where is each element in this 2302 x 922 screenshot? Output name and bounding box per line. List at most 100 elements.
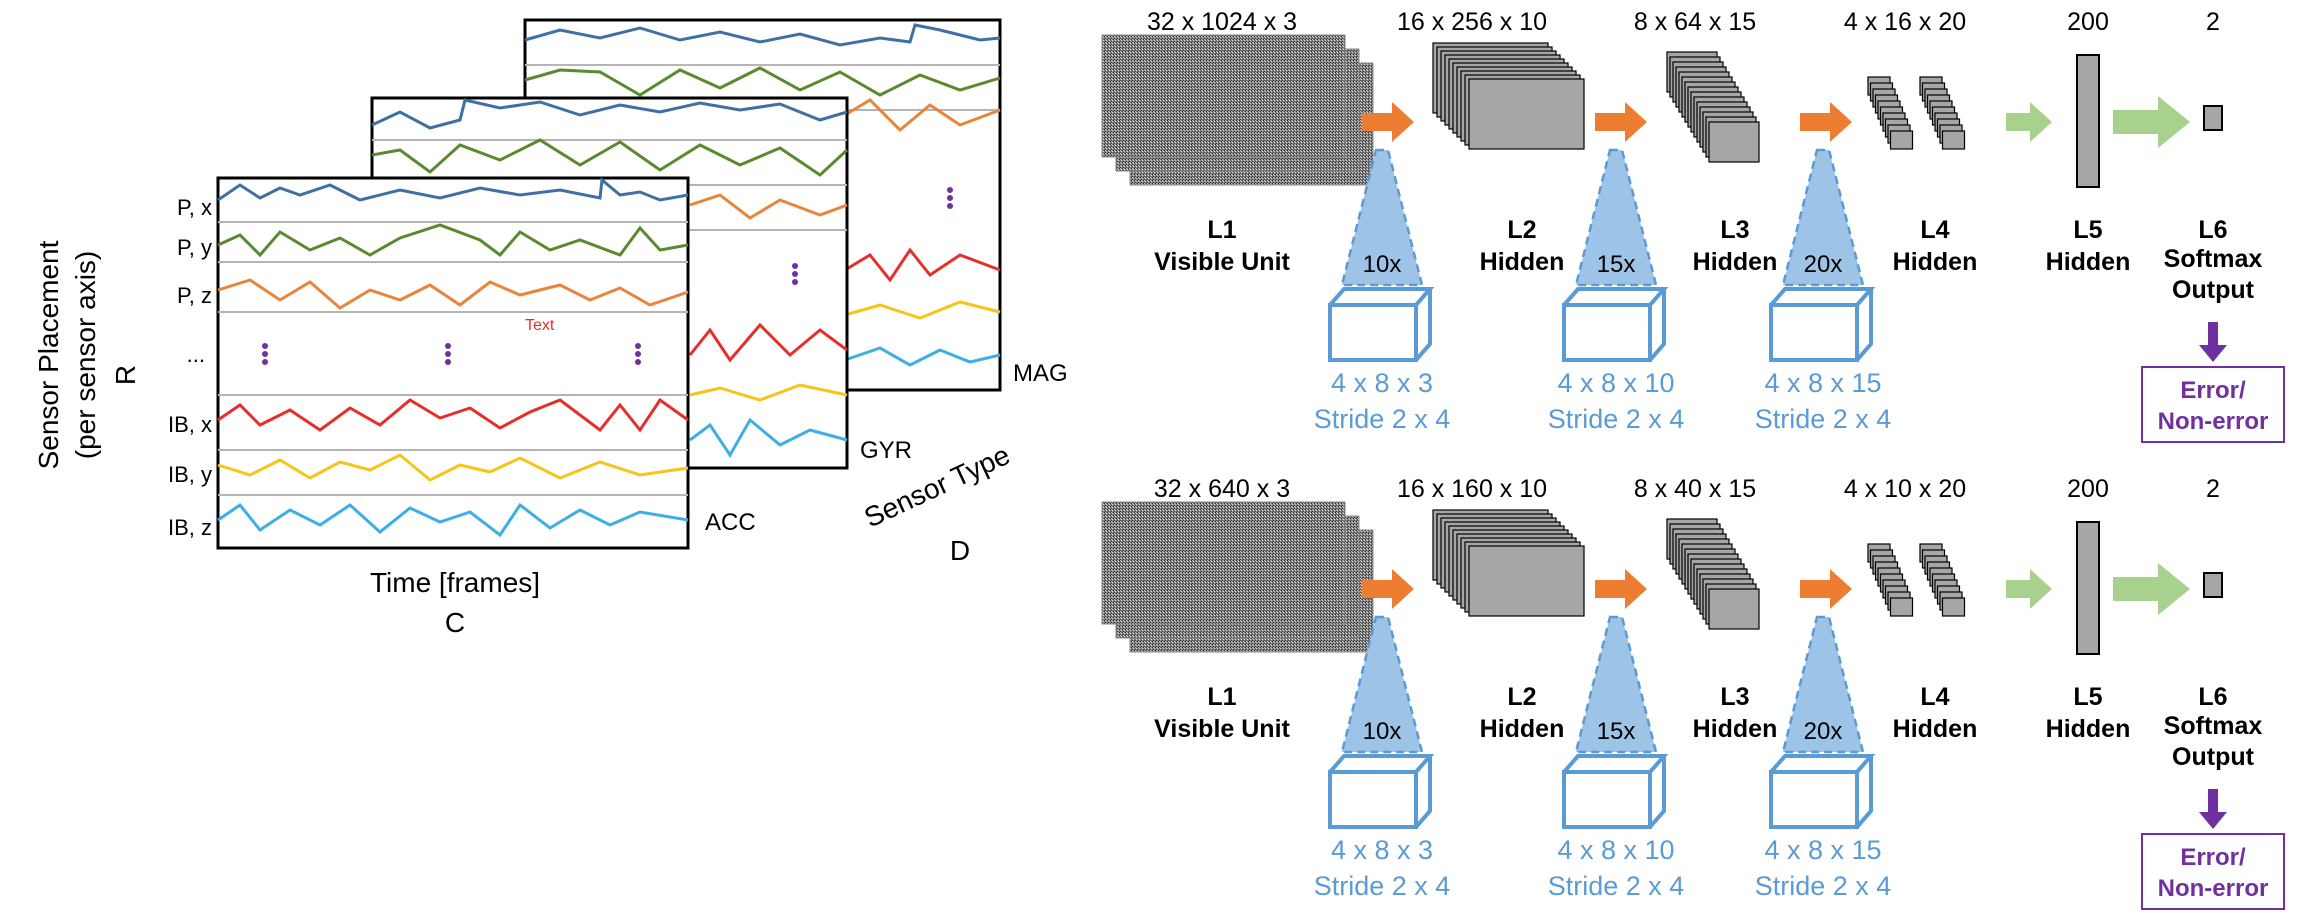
depth-axis-var: D	[950, 535, 970, 566]
row-label-ellipsis: ...	[187, 342, 205, 367]
sensor-data-panel: Text P, x P, y P, z ... IB, x IB, y IB, …	[33, 18, 1068, 638]
kernel-size: 4 x 8 x 3	[1331, 835, 1433, 865]
layer-id: L6	[2198, 683, 2227, 711]
row-label-p-z: P, z	[177, 283, 212, 308]
layer-id: L4	[1920, 683, 1949, 711]
input-sensor-map	[1101, 501, 1346, 625]
x-axis-label: Time [frames]	[370, 567, 540, 598]
kernel-size: 4 x 8 x 15	[1764, 368, 1881, 398]
arrow-icon	[1362, 102, 1414, 142]
layer-name: Hidden	[1693, 248, 1778, 276]
arrow-icon	[1800, 102, 1852, 142]
kernel-box-edges	[1769, 287, 1876, 362]
dim-label: 4 x 16 x 20	[1844, 8, 1966, 36]
kernel-box-edges	[1562, 754, 1669, 829]
dim-label: 32 x 1024 x 3	[1147, 8, 1297, 36]
y-axis-var: R	[110, 365, 141, 385]
output-label-1: Error/	[2180, 377, 2246, 404]
layer-id: L2	[1507, 683, 1536, 711]
gyr-label: GYR	[860, 437, 912, 464]
network-bottom: 32 x 640 x 3 16 x 160 x 10 8 x 40 x 15 4 x …	[1101, 475, 2285, 910]
receptive-field-cone	[1781, 615, 1865, 754]
kernel-size: 4 x 8 x 10	[1557, 835, 1674, 865]
y-axis-label-line1: Sensor Placement	[33, 240, 64, 469]
dim-label: 8 x 64 x 15	[1634, 8, 1756, 36]
layer-name: Hidden	[2046, 248, 2131, 276]
dim-label: 2	[2206, 475, 2220, 503]
kernel-box	[1562, 303, 1652, 362]
output-box	[2141, 366, 2285, 443]
row-label-p-y: P, y	[177, 235, 212, 260]
layer-id: L5	[2073, 216, 2102, 244]
kernel-stride: Stride 2 x 4	[1755, 404, 1892, 434]
input-sensor-map	[1101, 34, 1346, 158]
layer-name: Visible Unit	[1154, 715, 1290, 743]
layer-id: L5	[2073, 683, 2102, 711]
mag-label: MAG	[1013, 360, 1068, 387]
feature-map-l4	[1941, 597, 1966, 617]
kernel-stride: Stride 2 x 4	[1755, 871, 1892, 901]
down-arrow-icon	[2199, 322, 2227, 362]
dense-layer-l5	[2076, 521, 2100, 655]
kernel-size: 4 x 8 x 10	[1557, 368, 1674, 398]
kernel-box-edges	[1769, 754, 1876, 829]
receptive-field-cone	[1574, 148, 1658, 287]
layer-name: Hidden	[1893, 715, 1978, 743]
kernel-box	[1562, 770, 1652, 829]
output-label-1: Error/	[2180, 844, 2246, 871]
receptive-field-cone	[1340, 615, 1424, 754]
layer-name: Hidden	[1480, 248, 1565, 276]
receptive-field-cone	[1574, 615, 1658, 754]
arrow-icon	[2113, 96, 2190, 148]
dense-layer-l5	[2076, 54, 2100, 188]
arrow-icon	[2006, 569, 2052, 609]
output-label-2: Non-error	[2158, 408, 2269, 435]
kernel-stride: Stride 2 x 4	[1314, 404, 1451, 434]
dim-label: 4 x 10 x 20	[1844, 475, 1966, 503]
arrow-icon	[1595, 102, 1647, 142]
layer-name: Hidden	[1480, 715, 1565, 743]
acc-label: ACC	[705, 509, 756, 536]
output-label-2: Non-error	[2158, 875, 2269, 902]
layer-name: Softmax	[2164, 245, 2263, 273]
dim-label: 200	[2067, 8, 2109, 36]
layer-name: Hidden	[2046, 715, 2131, 743]
kernel-stride: Stride 2 x 4	[1548, 404, 1685, 434]
feature-map-l2	[1468, 78, 1585, 150]
feature-map-l3	[1708, 121, 1760, 163]
output-units-l6	[2203, 572, 2223, 598]
dim-label: 200	[2067, 475, 2109, 503]
layer-name-2: Output	[2172, 743, 2255, 771]
receptive-field-cone	[1340, 148, 1424, 287]
kernel-box-edges	[1562, 287, 1669, 362]
down-arrow-icon	[2199, 789, 2227, 829]
layer-name: Hidden	[1693, 715, 1778, 743]
layer-id: L3	[1720, 683, 1749, 711]
arrow-icon	[2113, 563, 2190, 615]
layer-id: L4	[1920, 216, 1949, 244]
filter-count: 10x	[1363, 251, 1402, 278]
layer-id: L1	[1207, 683, 1236, 711]
output-units-l6	[2203, 105, 2223, 131]
feature-map-l4	[1889, 597, 1914, 617]
kernel-box-edges	[1328, 754, 1435, 829]
layer-name: Softmax	[2164, 712, 2263, 740]
x-axis-var: C	[445, 607, 465, 638]
dim-label: 8 x 40 x 15	[1634, 475, 1756, 503]
kernel-size: 4 x 8 x 3	[1331, 368, 1433, 398]
row-label-p-x: P, x	[177, 195, 212, 220]
row-label-ib-y: IB, y	[168, 462, 212, 487]
filter-count: 15x	[1597, 718, 1636, 745]
y-axis-label-line2: (per sensor axis)	[70, 251, 101, 460]
arrow-icon	[2006, 102, 2052, 142]
feature-map-l2	[1468, 545, 1585, 617]
row-label-ib-x: IB, x	[168, 412, 212, 437]
network-top: 32 x 1024 x 3 16 x 256 x 10 8 x 64 x 15 4 x…	[1101, 8, 2285, 443]
receptive-field-cone	[1781, 148, 1865, 287]
layer-name: Hidden	[1893, 248, 1978, 276]
layer-name-2: Output	[2172, 276, 2255, 304]
arrow-icon	[1800, 569, 1852, 609]
kernel-box	[1769, 303, 1859, 362]
dim-label: 16 x 256 x 10	[1397, 8, 1547, 36]
layer-id: L2	[1507, 216, 1536, 244]
